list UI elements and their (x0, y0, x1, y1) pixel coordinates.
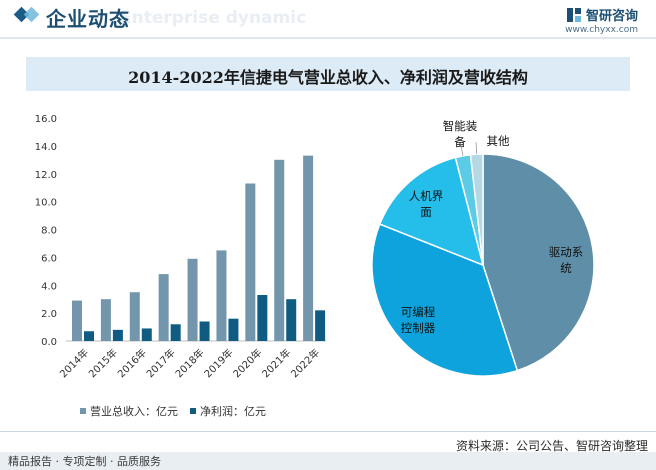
source-note: 资料来源：公司公告、智研咨询整理 (455, 439, 648, 453)
x-tick-label: 2014年 (57, 346, 91, 380)
pie-label-drive: 驱动系统 (549, 245, 584, 275)
bar-profit (170, 324, 181, 341)
header-title: 企业动态 (46, 7, 130, 31)
x-tick-label: 2018年 (172, 346, 206, 380)
legend-swatch-revenue (80, 408, 86, 414)
legend-swatch-profit (190, 408, 196, 414)
bar-profit (141, 328, 152, 341)
brand-logo-icon (566, 7, 581, 22)
leader-line-other (475, 142, 478, 155)
y-tick-label: 6.0 (41, 253, 57, 264)
x-tick-label: 2021年 (259, 346, 293, 380)
y-tick-label: 16.0 (35, 114, 57, 125)
x-tick-label: 2015年 (86, 346, 120, 380)
bar-profit (286, 299, 297, 341)
bar-profit (315, 310, 326, 341)
bar-revenue (187, 258, 198, 341)
bar-profit (228, 318, 239, 341)
pie-slice-drive (482, 153, 595, 372)
pie-label-plc: 可编程控制器 (401, 305, 436, 335)
x-tick-label: 2017年 (144, 346, 178, 380)
chart-title: 2014-2022年信捷电气营业总收入、净利润及营收结构 (128, 68, 528, 87)
legend-label-profit: 净利润：亿元 (200, 404, 266, 418)
pie-label-hmi: 人机界面 (409, 189, 444, 219)
x-tick-label: 2022年 (288, 346, 322, 380)
pie-slice-hmi (378, 156, 485, 267)
legend-label-revenue: 营业总收入：亿元 (90, 404, 178, 418)
bar-revenue (216, 250, 227, 341)
y-tick-label: 10.0 (35, 198, 57, 209)
chart-title-box: 2014-2022年信捷电气营业总收入、净利润及营收结构 (26, 57, 630, 91)
footer-divider (0, 431, 656, 432)
header-bar: Enterprise dynamic 企业动态 智研咨询 www.chyxx.c… (0, 0, 656, 36)
pie-label-smart: 智能装备 (443, 119, 478, 149)
footer-tagline: 精品报告 · 专项定制 · 品质服务 (8, 455, 161, 468)
bar-revenue (100, 299, 111, 341)
brand-name: 智研咨询 (585, 9, 638, 24)
footer-strip (0, 452, 656, 470)
brand-url: www.chyxx.com (565, 25, 638, 35)
footer: 资料来源：公司公告、智研咨询整理 精品报告 · 专项定制 · 品质服务 (0, 431, 656, 470)
y-tick-label: 2.0 (41, 309, 57, 320)
bar-revenue (158, 274, 169, 341)
leader-line-smart (460, 143, 464, 156)
bar-profit (84, 331, 94, 341)
x-tick-label: 2019年 (201, 346, 235, 380)
pie-slice-plc (371, 223, 519, 377)
pie-label-other: 其他 (487, 134, 510, 148)
x-tick-label: 2016年 (115, 346, 149, 380)
bar-profit (112, 329, 123, 341)
y-tick-label: 14.0 (35, 142, 57, 153)
bar-revenue (72, 300, 82, 341)
header-divider (0, 37, 656, 39)
x-tick-label: 2020年 (230, 346, 264, 380)
y-tick-label: 12.0 (35, 170, 57, 181)
bar-revenue (245, 183, 256, 341)
y-tick-label: 0.0 (41, 337, 57, 348)
y-tick-label: 4.0 (41, 281, 57, 292)
brand: 智研咨询 www.chyxx.com (565, 4, 638, 35)
bar-revenue (274, 159, 285, 341)
bar-profit (257, 295, 268, 341)
y-tick-label: 8.0 (41, 226, 57, 237)
bar-revenue (303, 155, 314, 341)
bar-revenue (129, 292, 140, 341)
header-subtitle: Enterprise dynamic (120, 8, 307, 28)
bar-profit (199, 321, 210, 341)
